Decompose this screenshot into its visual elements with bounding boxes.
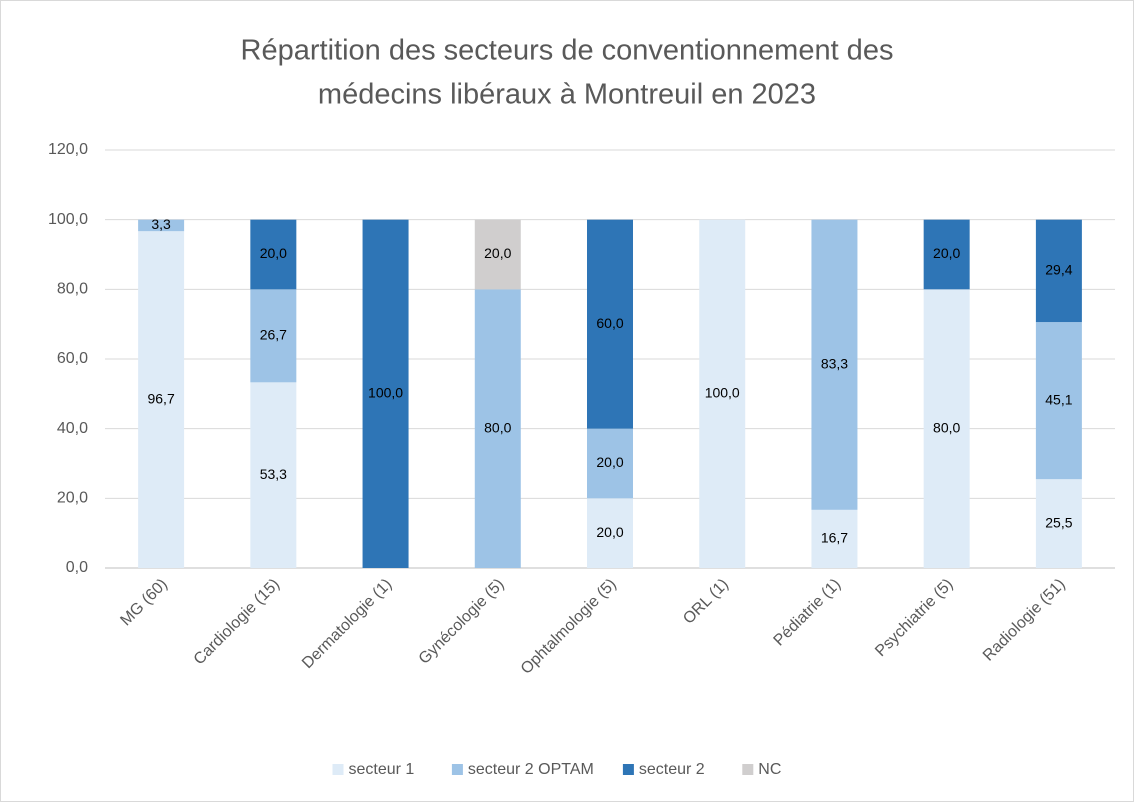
data-label: 53,3: [260, 466, 287, 482]
legend-swatch: [451, 764, 463, 775]
data-label: 100,0: [705, 385, 740, 401]
data-label: 20,0: [484, 245, 511, 261]
bar-segment: [1035, 322, 1082, 480]
legend-label: NC: [758, 761, 781, 778]
bar-segment: [587, 428, 633, 499]
data-label: 20,0: [596, 454, 623, 470]
bar-segment: [699, 219, 746, 568]
data-label: 26,7: [260, 327, 287, 343]
data-label: 100,0: [368, 385, 403, 401]
chart-title: médecins libéraux à Montreuil en 2023: [318, 79, 816, 111]
legend-swatch: [742, 764, 754, 775]
data-label: 29,4: [1045, 262, 1072, 278]
bar-segment: [138, 231, 185, 568]
data-label: 20,0: [596, 524, 623, 540]
y-tick-label: 80,0: [57, 281, 88, 298]
bar-segment: [1035, 479, 1082, 568]
data-label: 83,3: [821, 355, 848, 371]
y-tick-label: 60,0: [57, 350, 88, 367]
bar-segment: [474, 289, 521, 568]
legend-label: secteur 2 OPTAM: [468, 761, 594, 778]
data-label: 20,0: [933, 245, 960, 261]
bar-segment: [1035, 219, 1082, 323]
data-label: 96,7: [147, 390, 174, 406]
bar-segment: [250, 219, 297, 290]
bar-segment: [250, 382, 297, 568]
data-label: 80,0: [484, 419, 511, 435]
legend-swatch: [622, 764, 634, 775]
bar-segment: [587, 498, 633, 568]
legend-swatch: [332, 764, 344, 775]
data-label: 25,5: [1045, 514, 1072, 530]
bar-segment: [923, 289, 970, 568]
y-tick-label: 20,0: [57, 490, 88, 507]
legend-label: secteur 1: [349, 761, 415, 778]
data-label: 16,7: [821, 530, 848, 546]
bar-segment: [587, 219, 633, 429]
data-label: 80,0: [933, 419, 960, 435]
data-label: 60,0: [596, 315, 623, 331]
data-label: 20,0: [260, 245, 287, 261]
legend-label: secteur 2: [639, 761, 705, 778]
bar-segment: [923, 219, 970, 290]
data-label: 3,3: [151, 216, 171, 232]
bar-segment: [811, 219, 858, 510]
y-tick-label: 100,0: [48, 211, 88, 228]
chart-title: Répartition des secteurs de conventionne…: [241, 35, 894, 67]
bar-segment: [362, 219, 409, 568]
bar-segment: [474, 219, 521, 290]
bar-segment: [811, 509, 858, 568]
y-tick-label: 120,0: [48, 141, 88, 158]
bar-segment: [250, 289, 297, 383]
y-tick-label: 0,0: [66, 559, 88, 576]
y-tick-label: 40,0: [57, 420, 88, 437]
bar-segment: [138, 219, 185, 232]
data-label: 45,1: [1045, 391, 1072, 407]
